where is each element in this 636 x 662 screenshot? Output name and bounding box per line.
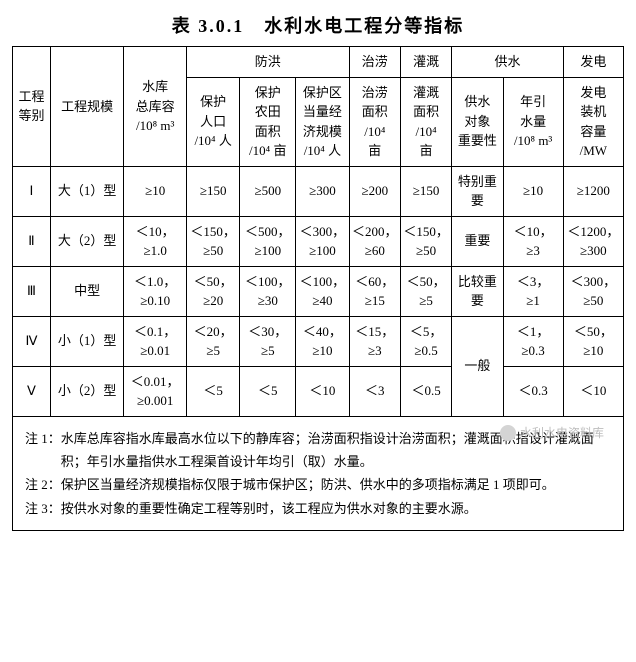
cell: ＜5，≥0.5 [400, 316, 451, 366]
group-water-supply: 供水 [452, 47, 564, 78]
col-fh3: 保护区 当量经 济规模 /10⁴ 人 [296, 77, 350, 166]
col-gs1: 供水 对象 重要性 [452, 77, 503, 166]
cell: ＜60，≥15 [349, 266, 400, 316]
cell: ≥150 [186, 166, 240, 216]
cell: ＜150，≥50 [400, 216, 451, 266]
cell: ＜1.0，≥0.10 [124, 266, 186, 316]
group-drain: 治涝 [349, 47, 400, 78]
cell: ＜10 [563, 366, 623, 416]
cell: ≥500 [240, 166, 296, 216]
cell: ＜200，≥60 [349, 216, 400, 266]
cell: ＜100，≥30 [240, 266, 296, 316]
cell-grade: Ⅲ [13, 266, 51, 316]
cell: ＜500，≥100 [240, 216, 296, 266]
cell: ＜30，≥5 [240, 316, 296, 366]
cell-scale: 大（2）型 [50, 216, 124, 266]
grading-table: 工程等别 工程规模 水库 总库容 /10⁸ m³ 防洪 治涝 灌溉 供水 发电 … [12, 46, 624, 417]
note-2: 注 2： 保护区当量经济规模指标仅限于城市保护区；防洪、供水中的多项指标满足 1… [25, 473, 611, 496]
cell: ≥1200 [563, 166, 623, 216]
col-fd: 发电 装机 容量 /MW [563, 77, 623, 166]
col-fh1: 保护 人口 /10⁴ 人 [186, 77, 240, 166]
cell-grade: Ⅰ [13, 166, 51, 216]
cell: 特别重要 [452, 166, 503, 216]
col-grade: 工程等别 [13, 47, 51, 167]
cell: ＜3，≥1 [503, 266, 563, 316]
note-text: 水库总库容指水库最高水位以下的静库容；治涝面积指设计治涝面积；灌溉面积指设计灌溉… [61, 427, 611, 474]
col-capacity: 水库 总库容 /10⁸ m³ [124, 47, 186, 167]
group-irrigation: 灌溉 [400, 47, 451, 78]
cell: ＜100，≥40 [296, 266, 350, 316]
cell: ≥300 [296, 166, 350, 216]
cell: 一般 [452, 316, 503, 416]
table-row: Ⅴ 小（2）型 ＜0.01，≥0.001 ＜5 ＜5 ＜10 ＜3 ＜0.5 ＜… [13, 366, 624, 416]
note-text: 按供水对象的重要性确定工程等别时，该工程应为供水对象的主要水源。 [61, 497, 611, 520]
cell: ＜0.3 [503, 366, 563, 416]
cell: ＜300，≥100 [296, 216, 350, 266]
cell: ＜40，≥10 [296, 316, 350, 366]
cell-scale: 小（2）型 [50, 366, 124, 416]
cell: ＜10，≥3 [503, 216, 563, 266]
note-1: 注 1： 水库总库容指水库最高水位以下的静库容；治涝面积指设计治涝面积；灌溉面积… [25, 427, 611, 474]
cell-grade: Ⅱ [13, 216, 51, 266]
col-scale: 工程规模 [50, 47, 124, 167]
cell: ＜50，≥5 [400, 266, 451, 316]
cell-scale: 小（1）型 [50, 316, 124, 366]
cell: ＜50，≥10 [563, 316, 623, 366]
cell: ＜0.1，≥0.01 [124, 316, 186, 366]
col-gs2: 年引 水量 /10⁸ m³ [503, 77, 563, 166]
cell: ≥150 [400, 166, 451, 216]
col-gg: 灌溉 面积 /10⁴ 亩 [400, 77, 451, 166]
cell: ＜10 [296, 366, 350, 416]
table-row: Ⅳ 小（1）型 ＜0.1，≥0.01 ＜20，≥5 ＜30，≥5 ＜40，≥10… [13, 316, 624, 366]
group-flood: 防洪 [186, 47, 349, 78]
cell: ＜5 [186, 366, 240, 416]
cell: 比较重要 [452, 266, 503, 316]
cell: ＜50，≥20 [186, 266, 240, 316]
table-row: Ⅲ 中型 ＜1.0，≥0.10 ＜50，≥20 ＜100，≥30 ＜100，≥4… [13, 266, 624, 316]
cell-scale: 大（1）型 [50, 166, 124, 216]
note-3: 注 3： 按供水对象的重要性确定工程等别时，该工程应为供水对象的主要水源。 [25, 497, 611, 520]
col-fh2: 保护 农田 面积 /10⁴ 亩 [240, 77, 296, 166]
cell: ＜1200，≥300 [563, 216, 623, 266]
note-label: 注 2： [25, 473, 61, 496]
table-title: 表 3.0.1 水利水电工程分等指标 [12, 12, 624, 38]
group-power: 发电 [563, 47, 623, 78]
cell: ＜1，≥0.3 [503, 316, 563, 366]
cell: ≥10 [124, 166, 186, 216]
cell: ＜5 [240, 366, 296, 416]
table-row: Ⅱ 大（2）型 ＜10，≥1.0 ＜150，≥50 ＜500，≥100 ＜300… [13, 216, 624, 266]
cell-grade: Ⅳ [13, 316, 51, 366]
note-label: 注 3： [25, 497, 61, 520]
cell: ＜3 [349, 366, 400, 416]
cell: 重要 [452, 216, 503, 266]
cell: ≥10 [503, 166, 563, 216]
notes-block: 注 1： 水库总库容指水库最高水位以下的静库容；治涝面积指设计治涝面积；灌溉面积… [12, 417, 624, 532]
note-label: 注 1： [25, 427, 61, 474]
cell: ＜150，≥50 [186, 216, 240, 266]
col-zl: 治涝 面积 /10⁴ 亩 [349, 77, 400, 166]
note-text: 保护区当量经济规模指标仅限于城市保护区；防洪、供水中的多项指标满足 1 项即可。 [61, 473, 611, 496]
cell: ＜0.5 [400, 366, 451, 416]
cell: ＜300，≥50 [563, 266, 623, 316]
cell: ≥200 [349, 166, 400, 216]
cell: ＜10，≥1.0 [124, 216, 186, 266]
cell-scale: 中型 [50, 266, 124, 316]
table-row: Ⅰ 大（1）型 ≥10 ≥150 ≥500 ≥300 ≥200 ≥150 特别重… [13, 166, 624, 216]
cell: ＜15，≥3 [349, 316, 400, 366]
cell: ＜0.01，≥0.001 [124, 366, 186, 416]
cell-grade: Ⅴ [13, 366, 51, 416]
cell: ＜20，≥5 [186, 316, 240, 366]
